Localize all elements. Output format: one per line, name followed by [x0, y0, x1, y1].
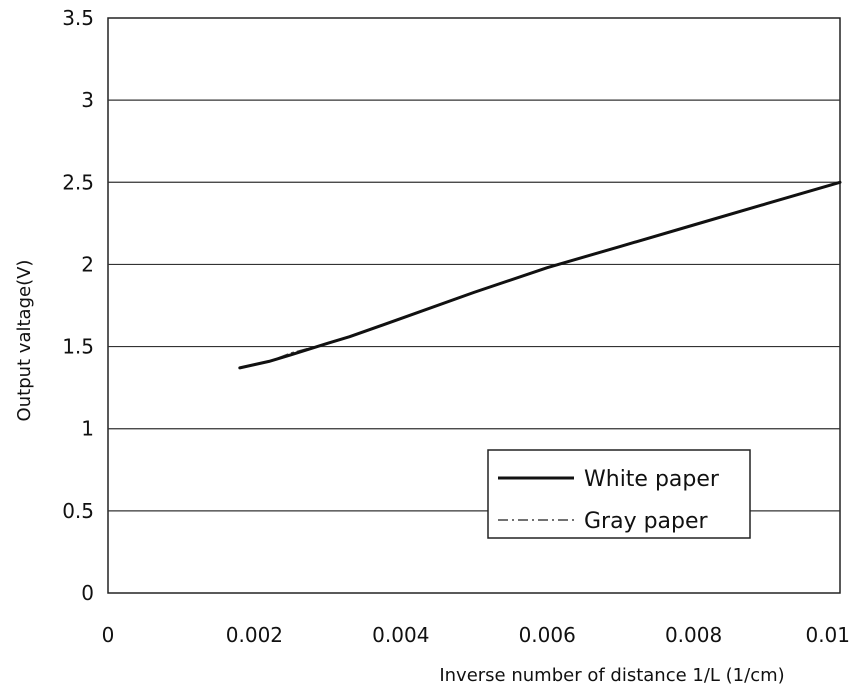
y-tick-labels: 0 0.5 1 1.5 2 2.5 3 3.5 — [62, 6, 94, 605]
series-layer — [238, 180, 842, 370]
legend: White paper Gray paper — [487, 449, 751, 539]
legend-box — [487, 449, 751, 539]
legend-label-white-paper: White paper — [584, 467, 720, 492]
series-line-white-paper — [238, 180, 842, 370]
y-tick-label-1-5: 1.5 — [62, 335, 94, 359]
y-tick-label-2-5: 2.5 — [62, 170, 94, 194]
y-tick-label-3: 3 — [81, 88, 94, 112]
x-tick-label-0-004: 0.004 — [372, 623, 429, 647]
x-axis-label: Inverse number of distance 1/L (1/cm) — [439, 665, 784, 686]
x-tick-label-0: 0 — [102, 623, 115, 647]
y-tick-label-1: 1 — [81, 417, 94, 441]
x-tick-label-0-002: 0.002 — [226, 623, 283, 647]
y-tick-label-0-5: 0.5 — [62, 499, 94, 523]
y-axis-label: Output valtage(V) — [14, 260, 35, 422]
x-tick-label-0-006: 0.006 — [519, 623, 576, 647]
y-tick-label-3-5: 3.5 — [62, 6, 94, 30]
legend-label-gray-paper: Gray paper — [584, 509, 709, 534]
x-tick-label-0-008: 0.008 — [665, 623, 722, 647]
x-tick-labels: 0 0.002 0.004 0.006 0.008 0.01 — [102, 623, 850, 647]
y-tick-label-0: 0 — [81, 581, 94, 605]
x-tick-label-0-01: 0.01 — [805, 623, 850, 647]
y-tick-label-2: 2 — [81, 252, 94, 276]
